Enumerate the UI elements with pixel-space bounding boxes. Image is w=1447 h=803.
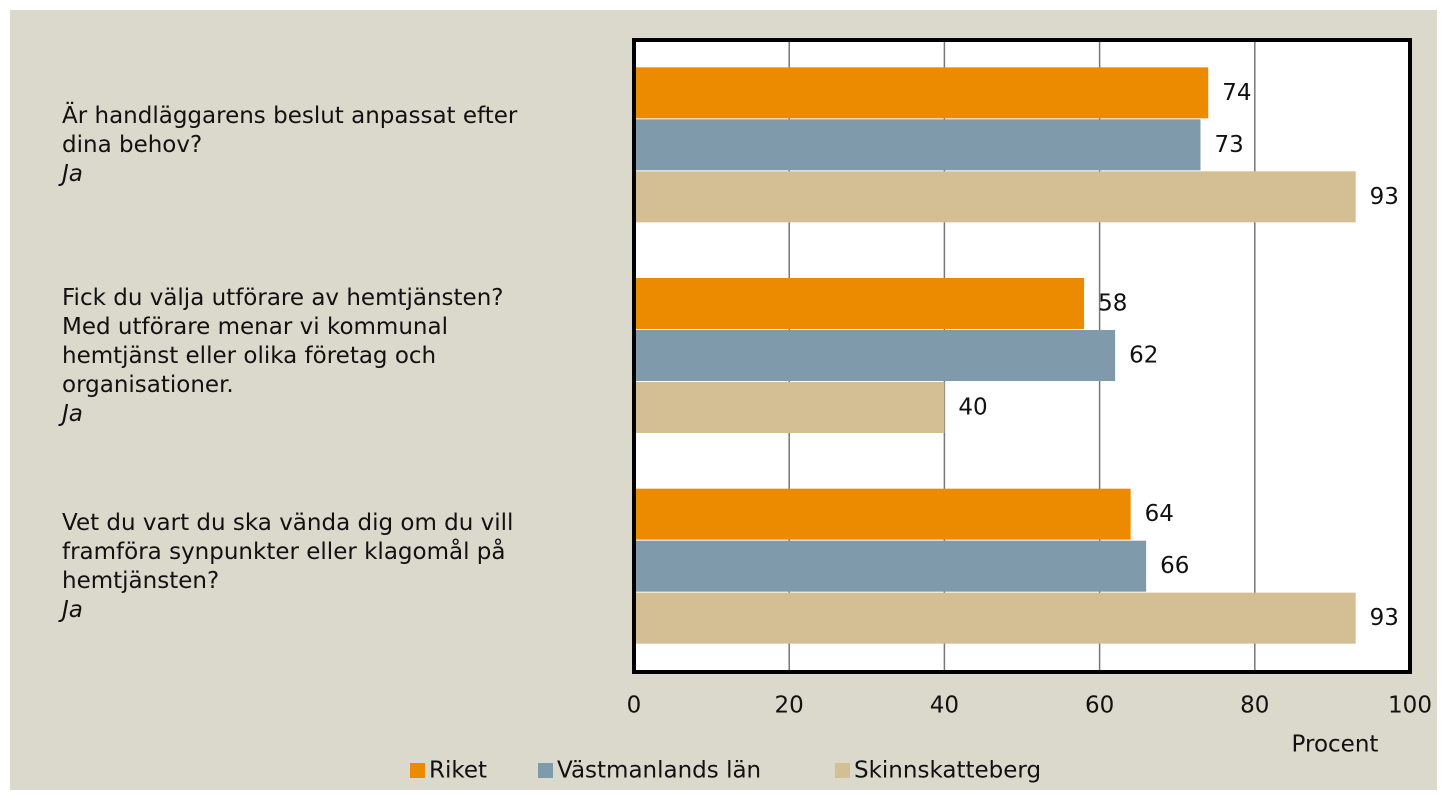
legend-label: Västmanlands län — [557, 758, 761, 784]
value-label: 64 — [1145, 501, 1174, 527]
bar — [634, 592, 1356, 644]
x-tick-label: 100 — [1388, 693, 1432, 719]
category-line: Fick du välja utförare av hemtjänsten? — [62, 284, 504, 311]
category-label: Vet du vart du ska vända dig om du vill f… — [62, 509, 622, 625]
bar — [634, 382, 945, 433]
x-tick-label: 40 — [930, 693, 959, 719]
category-line: dina behov? — [62, 131, 203, 158]
x-axis-label: Procent — [1292, 732, 1379, 758]
x-tick-label: 20 — [775, 693, 804, 719]
x-tick-label: 60 — [1085, 693, 1114, 719]
bar — [634, 67, 1209, 119]
category-line: framföra synpunkter eller klagomål på — [62, 538, 506, 565]
category-label: Fick du välja utförare av hemtjänsten? Me… — [62, 284, 622, 429]
category-note: Ja — [62, 596, 83, 623]
category-line: hemtjänsten? — [62, 567, 220, 594]
bar — [634, 330, 1116, 381]
category-line: Är handläggarens beslut anpassat efter — [62, 102, 518, 129]
bar — [634, 488, 1131, 540]
bar — [634, 119, 1201, 171]
plot-border — [632, 38, 1412, 674]
value-label: 58 — [1098, 291, 1127, 317]
bar — [634, 278, 1085, 329]
legend-swatch — [835, 763, 850, 778]
legend-label: Skinnskatteberg — [854, 758, 1041, 784]
x-tick-label: 0 — [627, 693, 642, 719]
value-label: 62 — [1129, 343, 1158, 369]
value-label: 40 — [958, 395, 987, 421]
category-line: Med utförare menar vi kommunal — [62, 313, 448, 340]
value-label: 74 — [1222, 80, 1251, 106]
category-label: Är handläggarens beslut anpassat efter di… — [62, 102, 622, 189]
category-note: Ja — [62, 160, 83, 187]
legend-label: Riket — [429, 758, 487, 784]
bar — [634, 540, 1147, 592]
category-note: Ja — [62, 400, 83, 427]
category-line: hemtjänst eller olika företag och — [62, 342, 437, 369]
bar — [634, 171, 1356, 223]
value-label: 93 — [1370, 605, 1399, 631]
legend-swatch — [538, 763, 553, 778]
value-label: 73 — [1214, 132, 1243, 158]
value-label: 66 — [1160, 553, 1189, 579]
legend-swatch — [410, 763, 425, 778]
bars — [634, 67, 1356, 644]
category-line: Vet du vart du ska vända dig om du vill — [62, 509, 514, 536]
value-label: 93 — [1370, 184, 1399, 210]
category-line: organisationer. — [62, 371, 234, 398]
x-tick-label: 80 — [1240, 693, 1269, 719]
